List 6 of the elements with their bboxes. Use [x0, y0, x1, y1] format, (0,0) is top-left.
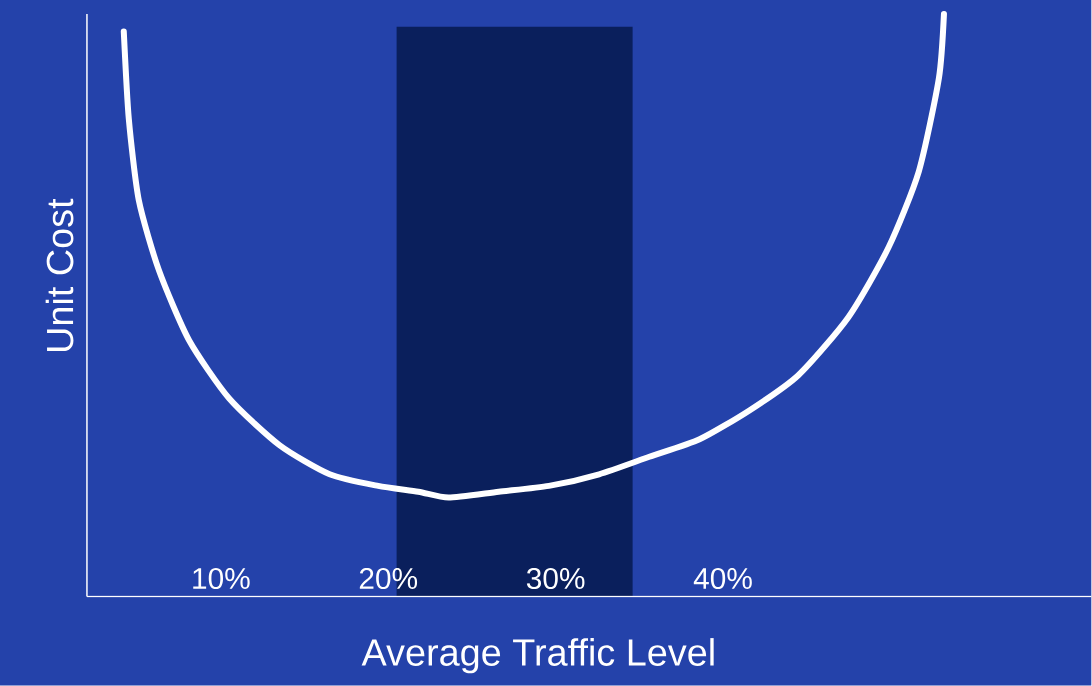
x-tick-label: 10%	[193, 568, 250, 590]
y-axis-title: Unit Cost	[45, 198, 74, 352]
x-axis-title: Average Traffic Level	[361, 638, 714, 674]
x-tick-label: 40%	[693, 568, 752, 590]
x-tick-label: 20%	[359, 568, 418, 590]
x-tick-label: 30%	[526, 568, 585, 590]
